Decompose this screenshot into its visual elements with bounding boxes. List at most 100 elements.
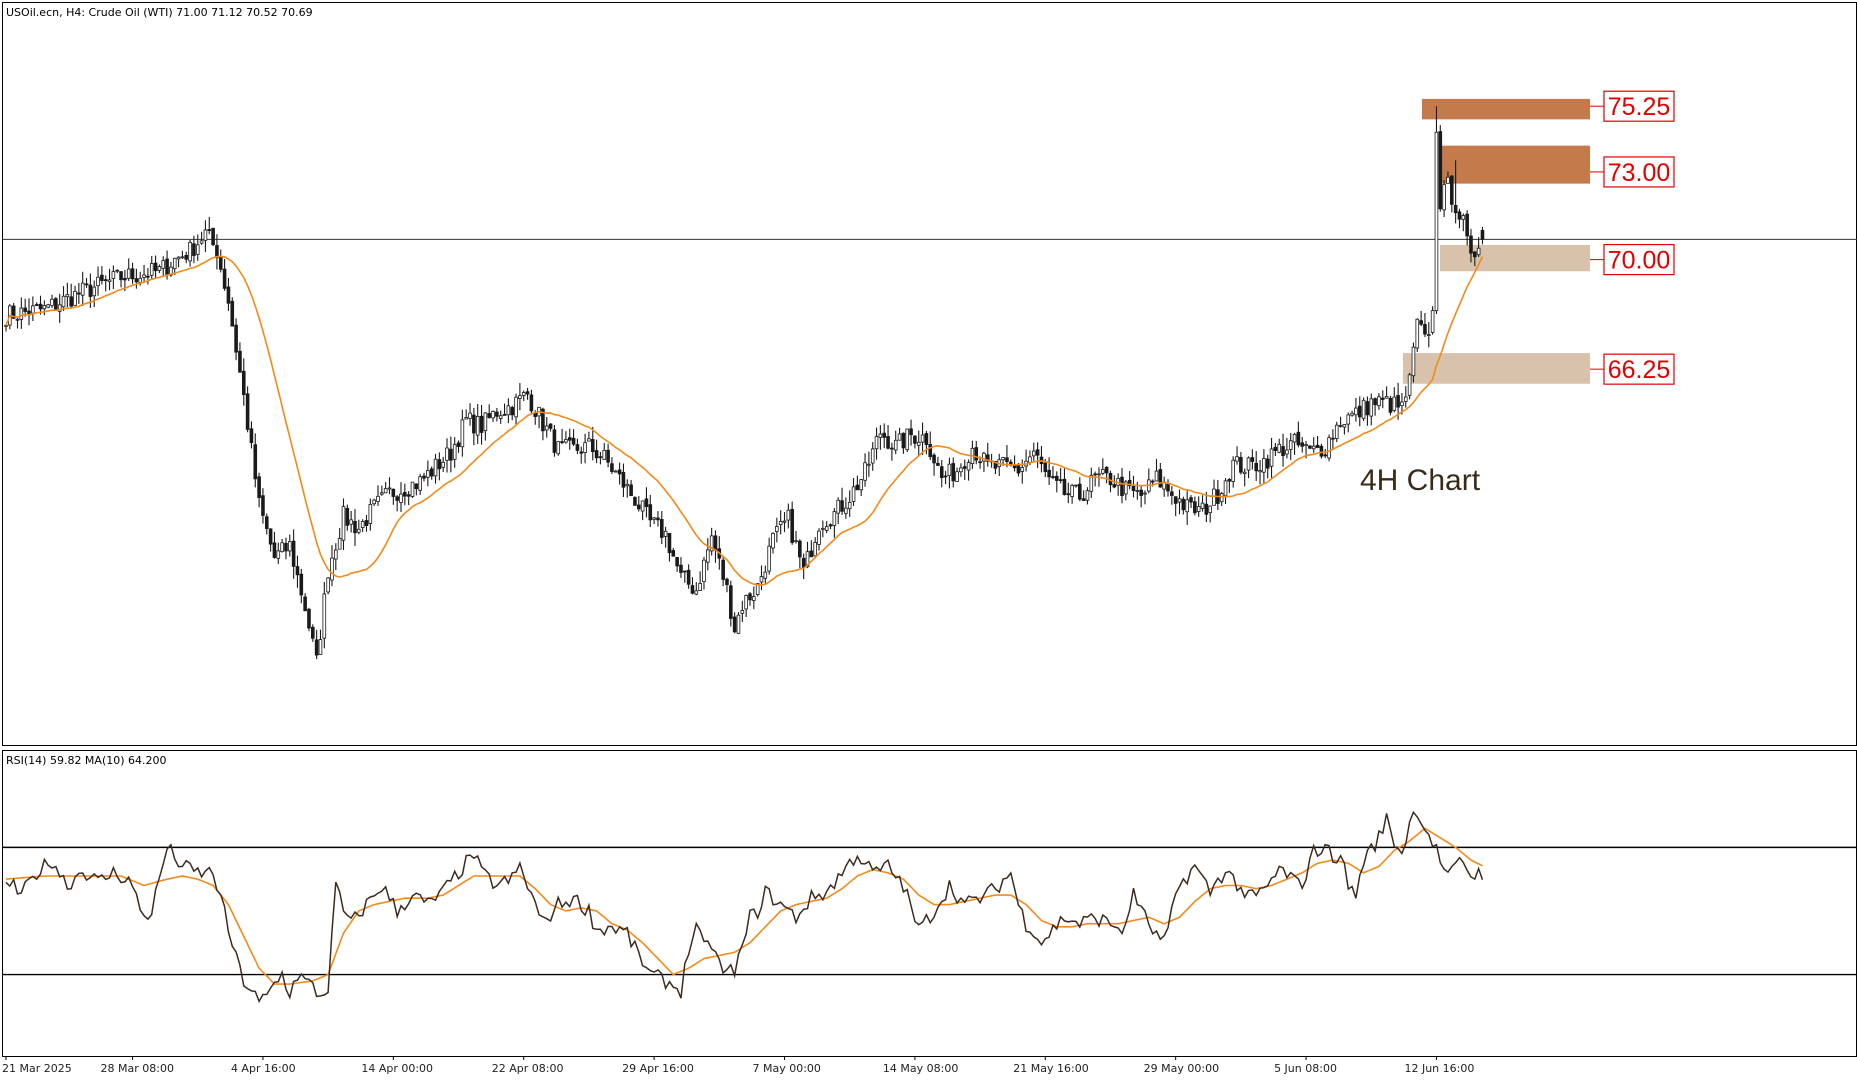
candle [1189, 495, 1193, 508]
candle-body [936, 462, 940, 466]
candle-body [184, 254, 189, 260]
candle-body [1143, 492, 1147, 495]
candle-body [410, 481, 415, 497]
candle [50, 294, 54, 308]
candle [763, 565, 768, 585]
candle-body [368, 504, 373, 524]
candle-body [752, 596, 756, 601]
candle [334, 543, 338, 571]
candle-body [932, 454, 936, 464]
level-band [1440, 244, 1590, 272]
candle-body [1357, 405, 1362, 418]
candle-body [165, 258, 169, 275]
candle [690, 577, 695, 595]
candle [851, 477, 856, 506]
candle [1101, 458, 1105, 476]
candle-body [73, 291, 77, 306]
candle-body [92, 286, 97, 297]
candle-body [1104, 466, 1109, 474]
candle-body [602, 449, 607, 460]
candle-body [253, 444, 258, 480]
candle-body [96, 276, 100, 287]
candle-body [1058, 479, 1063, 482]
candle [38, 295, 43, 315]
candle [736, 612, 741, 634]
candle [303, 593, 307, 612]
candle [905, 428, 910, 453]
candle [682, 570, 687, 583]
level-label-box [1603, 90, 1675, 122]
candle [606, 443, 610, 468]
candle-body [69, 296, 73, 307]
candle-body [1074, 484, 1078, 487]
candle [552, 424, 557, 457]
candle [111, 265, 116, 289]
candle-body [1346, 414, 1351, 425]
candle [1473, 251, 1477, 267]
candle [752, 586, 756, 610]
candle [460, 409, 465, 457]
candle-body [284, 542, 288, 552]
candle-body [291, 540, 296, 567]
candle [1446, 171, 1450, 184]
candle-body [437, 459, 442, 470]
candle [1089, 467, 1094, 498]
candle [149, 256, 154, 280]
candle [391, 488, 396, 505]
candle-body [1005, 457, 1009, 463]
candle [406, 491, 411, 506]
candle-body [433, 458, 438, 477]
candle-body [1047, 469, 1051, 478]
x-tick-label: 7 May 00:00 [753, 1062, 821, 1075]
candle-body [1469, 235, 1473, 254]
candle [579, 446, 584, 464]
candle [767, 537, 771, 575]
candle [1212, 479, 1216, 506]
candle-body [1331, 437, 1335, 440]
candle [1235, 446, 1239, 465]
candle [345, 504, 350, 531]
candle-body [4, 324, 8, 327]
candle [1469, 228, 1473, 263]
candle-body [1446, 176, 1450, 184]
candle [46, 303, 50, 309]
candle [1258, 460, 1262, 485]
candle [518, 382, 522, 411]
candle-body [694, 590, 699, 595]
candle [928, 431, 933, 460]
candle [709, 527, 714, 556]
candle-body [767, 545, 771, 572]
candle-body [886, 436, 890, 449]
candle [215, 234, 219, 270]
candle-body [702, 559, 706, 583]
candle-body [510, 407, 515, 416]
candle-body [1384, 396, 1389, 399]
candle-body [126, 268, 131, 279]
candle [882, 423, 887, 449]
candle [901, 432, 906, 454]
candle-body [1242, 471, 1247, 474]
candle [790, 501, 794, 545]
candle [1173, 496, 1178, 517]
candle [636, 496, 641, 512]
candle [613, 469, 618, 473]
candle [1311, 437, 1316, 453]
candle-body [748, 593, 752, 601]
candle-body [1311, 445, 1316, 450]
candle-body [567, 437, 572, 441]
candle [867, 451, 871, 477]
candle [798, 539, 802, 569]
candle-body [464, 417, 468, 420]
candle [372, 498, 376, 506]
candle [1054, 471, 1059, 493]
candle-body [840, 500, 844, 512]
candle-body [341, 506, 346, 541]
candle-body [794, 540, 798, 542]
candle-body [364, 520, 369, 526]
candle [249, 421, 254, 449]
candle-body [636, 504, 641, 510]
candle [376, 485, 380, 506]
candle-body [38, 303, 43, 310]
candle-body [1150, 480, 1155, 483]
candle-body [475, 416, 480, 436]
